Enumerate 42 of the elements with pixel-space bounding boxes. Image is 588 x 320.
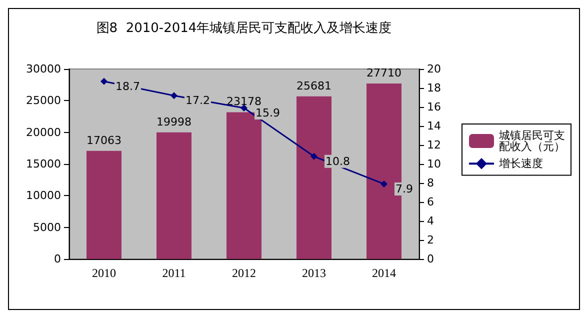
- point: [380, 180, 388, 188]
- y2-tick-label: 4: [427, 214, 434, 228]
- data-label: 27710: [366, 66, 402, 80]
- data-label: 23178: [226, 95, 262, 108]
- y2-tick-label: 6: [427, 196, 434, 208]
- data-label: 15.9: [256, 106, 280, 120]
- y2-tick-label: 2: [427, 234, 434, 246]
- data-label: 7.9: [396, 182, 413, 196]
- y2-tick-label: 18: [427, 82, 441, 94]
- y-tick-label: 15000: [26, 158, 61, 170]
- y2-tick-label: 12: [427, 138, 441, 152]
- y-tick-label: 10000: [26, 189, 61, 202]
- legend-label: 增长速度: [498, 157, 543, 170]
- x-tick-label: 2014: [372, 266, 396, 280]
- y-tick-label: 5000: [33, 220, 61, 234]
- point: [100, 78, 108, 85]
- y2-tick-label: 10: [427, 158, 441, 170]
- bar: [156, 132, 192, 259]
- y-tick-label: 25000: [26, 94, 61, 108]
- legend-label: 城镇居民可支配收入（元）: [498, 129, 565, 153]
- y2-tick-label: 14: [427, 120, 441, 132]
- y-tick-label: 30000: [26, 62, 61, 76]
- x-tick-label: 2010: [92, 266, 116, 280]
- data-label: 25681: [296, 79, 332, 92]
- x-tick-label: 2012: [232, 266, 256, 280]
- x-tick-label: 2011: [162, 266, 186, 280]
- bar: [86, 150, 122, 259]
- y-tick-label: 20000: [26, 126, 61, 139]
- x-tick-label: 2013: [302, 266, 326, 280]
- point: [170, 92, 178, 100]
- point: [310, 152, 318, 160]
- data-label: 17063: [86, 134, 122, 147]
- y2-tick-label: 8: [427, 176, 434, 190]
- data-label: 18.7: [116, 80, 140, 93]
- data-label: 19998: [156, 115, 192, 128]
- data-label: 10.8: [326, 154, 350, 168]
- y2-tick-label: 20: [427, 62, 441, 76]
- chart-title: 图8 2010-2014年城镇居民可支配收入及增长速度: [96, 20, 392, 36]
- y2-tick-label: 0: [427, 252, 434, 266]
- data-label: 17.2: [186, 94, 210, 108]
- y2-tick-label: 16: [427, 100, 441, 114]
- y-tick-label: 0: [54, 252, 61, 266]
